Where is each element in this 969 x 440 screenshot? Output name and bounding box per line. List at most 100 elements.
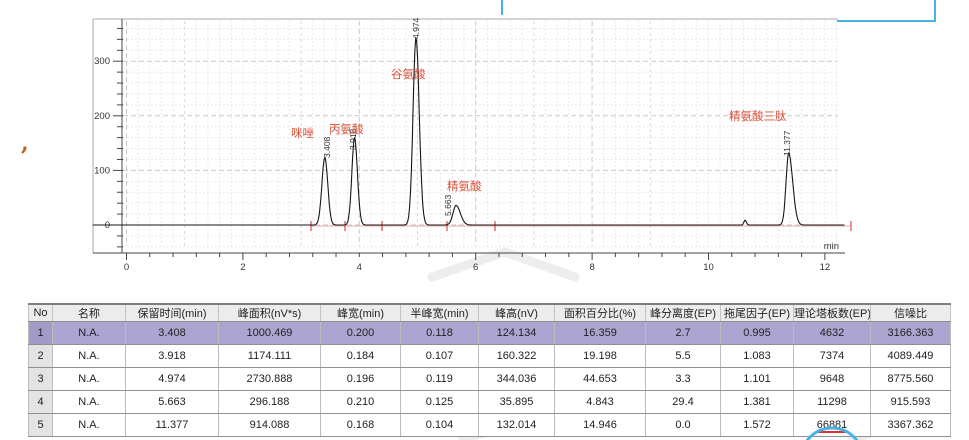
table-cell: 3367.362	[870, 413, 951, 437]
table-cell: 2730.888	[218, 367, 321, 391]
table-cell: 296.188	[218, 390, 321, 414]
table-cell: 3.918	[125, 344, 219, 368]
table-cell: N.A.	[52, 413, 126, 437]
column-header-1: 名称	[52, 303, 126, 322]
svg-text:12: 12	[820, 262, 831, 273]
grid	[123, 21, 838, 248]
column-header-6: 峰高(nV)	[478, 303, 555, 322]
svg-text:谷氨酸: 谷氨酸	[391, 67, 426, 81]
table-cell: 124.134	[478, 321, 555, 345]
table-cell: 1174.111	[218, 344, 321, 368]
table-cell: 1	[28, 321, 53, 345]
peak-table: No 名称 保留时间(min) 峰面积(nV*s) 峰宽(min) 半峰宽(min) 峰高(…	[28, 303, 951, 437]
svg-text:8: 8	[589, 262, 594, 273]
peak-results-table: No 名称 保留时间(min) 峰面积(nV*s) 峰宽(min) 半峰宽(min) 峰高(…	[28, 303, 951, 437]
table-cell: 914.088	[218, 413, 321, 437]
blue-annotation-lines	[501, 0, 936, 22]
svg-text:精氨酸: 精氨酸	[447, 179, 482, 193]
table-cell: N.A.	[52, 344, 126, 368]
table-cell: 0.210	[320, 390, 401, 414]
table-cell: 19.198	[554, 344, 646, 368]
table-cell: 11298	[793, 390, 871, 414]
column-header-7: 面积百分比(%)	[554, 303, 646, 322]
table-cell: 1.101	[720, 367, 794, 391]
table-cell: 2.7	[645, 321, 721, 345]
column-header-0: No	[28, 303, 53, 322]
integration-markers	[310, 221, 852, 231]
table-cell: 29.4	[645, 390, 721, 414]
table-cell: 5.5	[645, 344, 721, 368]
svg-text:4.974: 4.974	[411, 17, 421, 39]
table-cell: 0.200	[320, 321, 401, 345]
table-cell: 14.946	[554, 413, 646, 437]
svg-text:5.663: 5.663	[443, 194, 453, 216]
table-cell: 16.359	[554, 321, 646, 345]
column-header-10: 理论塔板数(EP)	[793, 303, 871, 322]
svg-text:2: 2	[240, 262, 245, 273]
table-cell: 160.322	[478, 344, 555, 368]
column-header-9: 拖尾因子(EP)	[720, 303, 794, 322]
table-cell: 0.995	[720, 321, 794, 345]
table-cell: N.A.	[52, 367, 126, 391]
signal-curve	[92, 37, 845, 226]
column-header-4: 峰宽(min)	[320, 303, 401, 322]
table-cell: 1.381	[720, 390, 794, 414]
table-cell: 4089.449	[870, 344, 951, 368]
table-cell: 4.843	[554, 390, 646, 414]
table-cell: 0.184	[320, 344, 401, 368]
table-cell: 3.3	[645, 367, 721, 391]
table-cell: 1.083	[720, 344, 794, 368]
svg-text:11.377: 11.377	[782, 130, 792, 156]
table-cell: 8775.560	[870, 367, 951, 391]
table-row[interactable]: 5 N.A. 11.377 914.088 0.168 0.104 132.014 14.94…	[28, 413, 951, 437]
flagged-value: 66881	[816, 419, 848, 433]
table-cell: 11.377	[125, 413, 219, 437]
svg-text:3.918: 3.918	[348, 128, 358, 150]
table-cell: 0.118	[400, 321, 479, 345]
table-cell: 0.168	[320, 413, 401, 437]
table-cell: 5.663	[125, 390, 219, 414]
table-cell: 0.196	[320, 367, 401, 391]
table-cell: 0.0	[645, 413, 721, 437]
table-cell: 2	[28, 344, 53, 368]
table-cell: 44.653	[554, 367, 646, 391]
table-row[interactable]: 1 N.A. 3.408 1000.469 0.200 0.118 124.134 16.35…	[28, 321, 951, 345]
table-cell: 4	[28, 390, 53, 414]
table-cell: 1.572	[720, 413, 794, 437]
table-cell: 344.036	[478, 367, 555, 391]
svg-text:200: 200	[94, 111, 110, 122]
table-cell: 4.974	[125, 367, 219, 391]
retention-time-labels: 3.408 3.918 4.974 5.663 11.377	[322, 17, 792, 216]
table-cell: 5	[28, 413, 53, 437]
table-cell: N.A.	[52, 390, 126, 414]
table-cell: 35.895	[478, 390, 555, 414]
svg-text:300: 300	[94, 56, 110, 67]
svg-text:100: 100	[94, 165, 110, 176]
table-cell: 0.107	[400, 344, 479, 368]
table-cell: 66881	[793, 413, 871, 437]
table-cell: 9648	[793, 367, 871, 391]
svg-text:3.408: 3.408	[322, 136, 332, 158]
column-header-8: 峰分离度(EP)	[645, 303, 721, 322]
table-header-row: No 名称 保留时间(min) 峰面积(nV*s) 峰宽(min) 半峰宽(min) 峰高(…	[28, 303, 951, 322]
svg-text:4: 4	[357, 262, 362, 273]
column-header-2: 保留时间(min)	[125, 303, 219, 322]
svg-text:丙氨酸: 丙氨酸	[329, 122, 364, 136]
svg-text:10: 10	[703, 262, 714, 273]
table-cell: 7374	[793, 344, 871, 368]
table-cell: 1000.469	[218, 321, 321, 345]
svg-text:咪唑: 咪唑	[291, 127, 314, 140]
table-row[interactable]: 2 N.A. 3.918 1174.111 0.184 0.107 160.322 19.19…	[28, 344, 951, 368]
svg-text:6: 6	[473, 262, 478, 273]
column-header-5: 半峰宽(min)	[400, 303, 479, 322]
table-cell: 4632	[793, 321, 871, 345]
table-cell: 132.014	[478, 413, 555, 437]
table-row[interactable]: 4 N.A. 5.663 296.188 0.210 0.125 35.895 4.843 29…	[28, 390, 951, 414]
table-cell: 915.593	[870, 390, 951, 414]
table-cell: 3166.363	[870, 321, 951, 345]
column-header-11: 信噪比	[870, 303, 951, 322]
table-row[interactable]: 3 N.A. 4.974 2730.888 0.196 0.119 344.036 44.65…	[28, 367, 951, 391]
